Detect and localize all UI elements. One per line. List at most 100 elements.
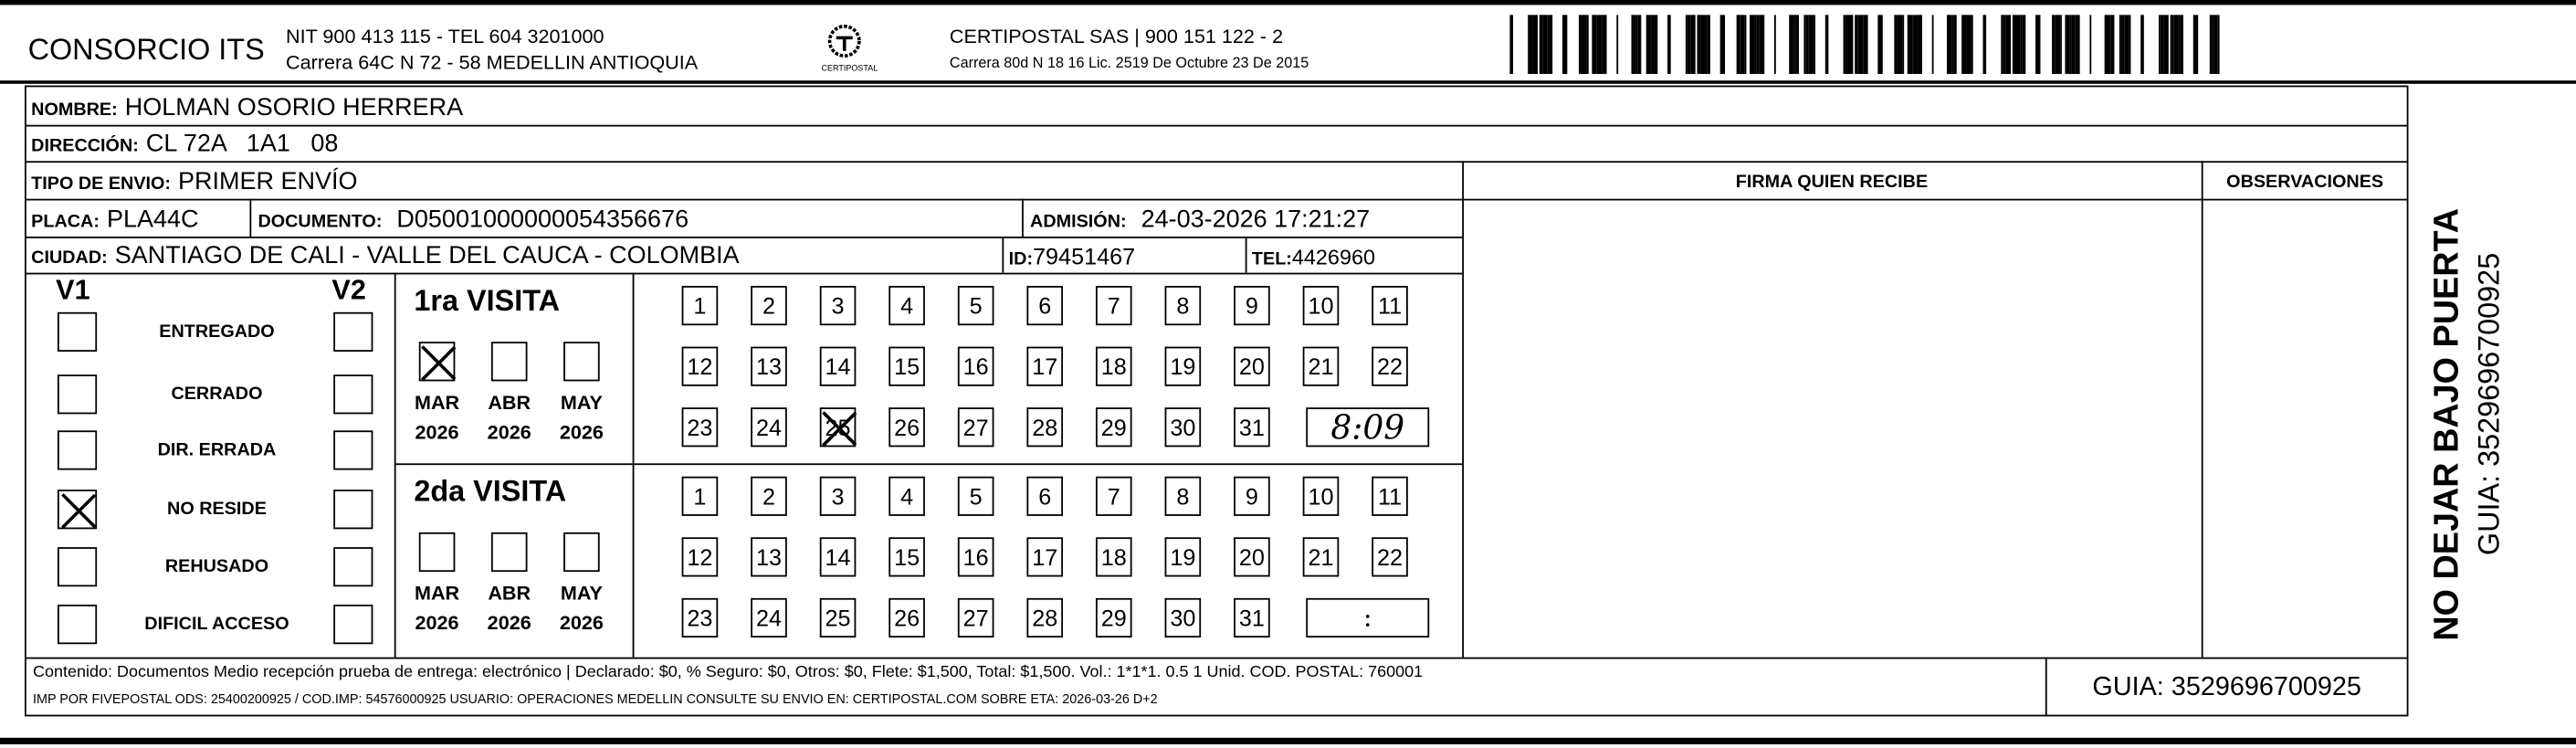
- day-box[interactable]: 23: [681, 407, 719, 448]
- day-box[interactable]: 28: [1026, 407, 1064, 448]
- day-box[interactable]: 31: [1234, 597, 1270, 638]
- day-box[interactable]: 26: [888, 597, 925, 638]
- day-box[interactable]: 25: [819, 407, 857, 448]
- day-box[interactable]: 16: [957, 537, 994, 577]
- time-box[interactable]: 8:09: [1306, 407, 1430, 448]
- day-box[interactable]: 5: [957, 476, 994, 516]
- day-box[interactable]: 15: [888, 346, 925, 386]
- day-box[interactable]: 7: [1095, 286, 1132, 326]
- day-box[interactable]: 11: [1372, 476, 1408, 516]
- day-box[interactable]: 7: [1095, 476, 1132, 516]
- barcode-bar: [1808, 15, 1814, 74]
- day-box[interactable]: 2: [751, 476, 787, 516]
- day-box[interactable]: 28: [1026, 597, 1064, 638]
- day-box[interactable]: 18: [1095, 537, 1132, 577]
- day-box[interactable]: 29: [1095, 597, 1132, 638]
- day-box[interactable]: 26: [888, 407, 925, 448]
- day-box[interactable]: 10: [1302, 476, 1340, 516]
- signature-area[interactable]: [1466, 200, 2200, 655]
- day-box[interactable]: 30: [1164, 597, 1202, 638]
- barcode-bar: [2124, 15, 2129, 74]
- barcode-bar: [1561, 15, 1568, 74]
- day-box[interactable]: 13: [751, 346, 787, 386]
- barcode-bar: [1744, 15, 1747, 74]
- v2-checkbox[interactable]: [333, 430, 373, 470]
- day-box[interactable]: 24: [751, 597, 787, 638]
- day-box[interactable]: 27: [957, 407, 994, 448]
- day-box[interactable]: 21: [1302, 346, 1340, 386]
- day-box[interactable]: 15: [888, 537, 925, 577]
- day-box[interactable]: 12: [681, 346, 719, 386]
- v1-checkbox[interactable]: [57, 605, 98, 645]
- barcode-bar: [1966, 15, 1971, 74]
- day-box[interactable]: 22: [1372, 537, 1408, 577]
- day-box[interactable]: 20: [1234, 537, 1270, 577]
- day-box[interactable]: 14: [819, 346, 857, 386]
- day-box[interactable]: 8: [1164, 286, 1202, 326]
- v2-checkbox[interactable]: [333, 311, 373, 353]
- day-box[interactable]: 21: [1302, 537, 1340, 577]
- day-box[interactable]: 2: [751, 286, 787, 326]
- day-box[interactable]: 23: [681, 597, 719, 638]
- barcode-bar: [1700, 15, 1706, 74]
- day-box[interactable]: 1: [681, 286, 719, 326]
- day-box[interactable]: 17: [1026, 537, 1064, 577]
- day-box[interactable]: 8: [1164, 476, 1202, 516]
- day-box[interactable]: 19: [1164, 346, 1202, 386]
- v2-checkbox[interactable]: [333, 547, 373, 587]
- barcode-bar: [1931, 15, 1934, 74]
- day-box[interactable]: 4: [888, 476, 925, 516]
- month-checkbox[interactable]: [490, 342, 528, 382]
- month-checkbox[interactable]: [563, 342, 600, 382]
- v2-header: V2: [331, 274, 366, 306]
- month-checkbox[interactable]: [418, 532, 456, 573]
- day-box[interactable]: 16: [957, 346, 994, 386]
- month-checkbox[interactable]: [418, 342, 456, 382]
- day-box[interactable]: 29: [1095, 407, 1132, 448]
- day-box[interactable]: 5: [957, 286, 994, 326]
- day-box[interactable]: 1: [681, 476, 719, 516]
- day-box[interactable]: 11: [1372, 286, 1408, 326]
- barcode-bar: [1667, 15, 1671, 74]
- barcode-bar: [1845, 15, 1848, 74]
- v1-checkbox[interactable]: [57, 430, 98, 470]
- day-box[interactable]: 25: [819, 597, 857, 638]
- day-box[interactable]: 22: [1372, 346, 1408, 386]
- day-box[interactable]: 3: [819, 476, 857, 516]
- day-box[interactable]: 6: [1026, 476, 1064, 516]
- time-box[interactable]: :: [1306, 597, 1430, 638]
- barcode-bar: [1602, 15, 1607, 74]
- v2-checkbox[interactable]: [333, 490, 373, 530]
- v1-checkbox[interactable]: [57, 547, 98, 587]
- day-box[interactable]: 9: [1234, 286, 1270, 326]
- barcode-bar: [1913, 15, 1918, 74]
- day-box[interactable]: 6: [1026, 286, 1064, 326]
- day-box[interactable]: 24: [751, 407, 787, 448]
- day-box[interactable]: 13: [751, 537, 787, 577]
- month-checkbox[interactable]: [490, 532, 528, 573]
- day-box[interactable]: 30: [1164, 407, 1202, 448]
- day-box[interactable]: 27: [957, 597, 994, 638]
- day-box[interactable]: 10: [1302, 286, 1340, 326]
- day-box[interactable]: 3: [819, 286, 857, 326]
- day-box[interactable]: 4: [888, 286, 925, 326]
- day-box[interactable]: 17: [1026, 346, 1064, 386]
- day-box[interactable]: 31: [1234, 407, 1270, 448]
- v1-checkbox[interactable]: [57, 490, 98, 530]
- barcode-bar: [2075, 15, 2080, 74]
- barcode-bar: [1951, 15, 1954, 74]
- v1-checkbox[interactable]: [57, 311, 98, 353]
- day-box[interactable]: 18: [1095, 346, 1132, 386]
- barcode-bar: [1962, 15, 1967, 74]
- v2-checkbox[interactable]: [333, 374, 373, 415]
- v1-checkbox[interactable]: [57, 374, 98, 415]
- v2-checkbox[interactable]: [333, 605, 373, 645]
- day-box[interactable]: 19: [1164, 537, 1202, 577]
- day-box[interactable]: 20: [1234, 346, 1270, 386]
- day-box[interactable]: 12: [681, 537, 719, 577]
- month-label: MAR: [414, 581, 460, 606]
- month-checkbox[interactable]: [563, 532, 600, 573]
- day-box[interactable]: 14: [819, 537, 857, 577]
- day-box[interactable]: 9: [1234, 476, 1270, 516]
- barcode-bar: [2160, 15, 2164, 74]
